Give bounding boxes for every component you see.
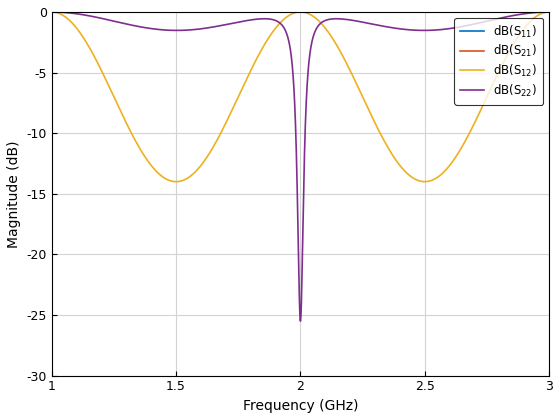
X-axis label: Frequency (GHz): Frequency (GHz) bbox=[242, 399, 358, 413]
Legend: dB(S$_{11}$), dB(S$_{21}$), dB(S$_{12}$), dB(S$_{22}$): dB(S$_{11}$), dB(S$_{21}$), dB(S$_{12}$)… bbox=[454, 18, 543, 105]
Y-axis label: Magnitude (dB): Magnitude (dB) bbox=[7, 140, 21, 247]
